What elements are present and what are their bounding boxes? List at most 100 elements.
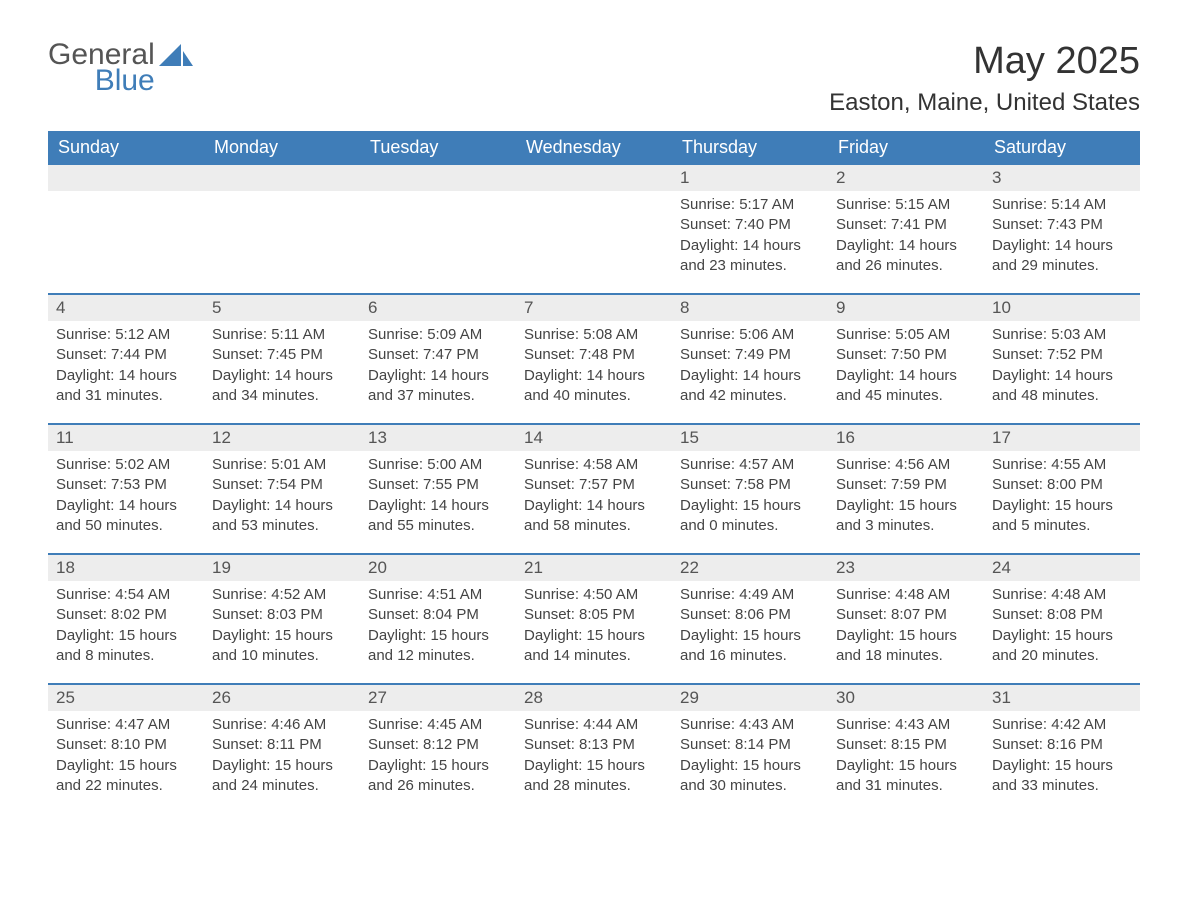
sunset-line: Sunset: 8:10 PM: [56, 735, 196, 755]
sunrise-line: Sunrise: 5:17 AM: [680, 195, 820, 215]
day-cell: 9Sunrise: 5:05 AMSunset: 7:50 PMDaylight…: [828, 295, 984, 423]
sunrise-line: Sunrise: 5:15 AM: [836, 195, 976, 215]
day-details: Sunrise: 4:55 AMSunset: 8:00 PMDaylight:…: [984, 451, 1140, 540]
sunrise-line: Sunrise: 4:57 AM: [680, 455, 820, 475]
daylight-line: Daylight: 15 hours and 28 minutes.: [524, 756, 664, 797]
day-cell: 26Sunrise: 4:46 AMSunset: 8:11 PMDayligh…: [204, 685, 360, 813]
sunset-line: Sunset: 7:52 PM: [992, 345, 1132, 365]
day-details: Sunrise: 5:01 AMSunset: 7:54 PMDaylight:…: [204, 451, 360, 540]
sunset-line: Sunset: 7:41 PM: [836, 215, 976, 235]
day-details: Sunrise: 5:05 AMSunset: 7:50 PMDaylight:…: [828, 321, 984, 410]
sunset-line: Sunset: 8:16 PM: [992, 735, 1132, 755]
day-cell: 21Sunrise: 4:50 AMSunset: 8:05 PMDayligh…: [516, 555, 672, 683]
sunrise-line: Sunrise: 5:06 AM: [680, 325, 820, 345]
weekday-header: Wednesday: [516, 131, 672, 165]
empty-day-cell: [204, 165, 360, 293]
sunrise-line: Sunrise: 4:45 AM: [368, 715, 508, 735]
day-details: Sunrise: 5:09 AMSunset: 7:47 PMDaylight:…: [360, 321, 516, 410]
day-number: 5: [204, 295, 360, 321]
sunrise-line: Sunrise: 4:54 AM: [56, 585, 196, 605]
sunrise-line: Sunrise: 4:56 AM: [836, 455, 976, 475]
day-cell: 19Sunrise: 4:52 AMSunset: 8:03 PMDayligh…: [204, 555, 360, 683]
day-number: 4: [48, 295, 204, 321]
day-number: 21: [516, 555, 672, 581]
sunset-line: Sunset: 8:14 PM: [680, 735, 820, 755]
daylight-line: Daylight: 15 hours and 31 minutes.: [836, 756, 976, 797]
sunset-line: Sunset: 7:58 PM: [680, 475, 820, 495]
day-cell: 8Sunrise: 5:06 AMSunset: 7:49 PMDaylight…: [672, 295, 828, 423]
sunrise-line: Sunrise: 4:50 AM: [524, 585, 664, 605]
day-number: 17: [984, 425, 1140, 451]
day-details: Sunrise: 5:14 AMSunset: 7:43 PMDaylight:…: [984, 191, 1140, 280]
day-cell: 10Sunrise: 5:03 AMSunset: 7:52 PMDayligh…: [984, 295, 1140, 423]
sunset-line: Sunset: 7:48 PM: [524, 345, 664, 365]
day-number: 2: [828, 165, 984, 191]
sunset-line: Sunset: 7:59 PM: [836, 475, 976, 495]
day-number: 14: [516, 425, 672, 451]
day-cell: 22Sunrise: 4:49 AMSunset: 8:06 PMDayligh…: [672, 555, 828, 683]
day-number: 11: [48, 425, 204, 451]
day-cell: 5Sunrise: 5:11 AMSunset: 7:45 PMDaylight…: [204, 295, 360, 423]
daylight-line: Daylight: 15 hours and 30 minutes.: [680, 756, 820, 797]
sunrise-line: Sunrise: 4:52 AM: [212, 585, 352, 605]
sunset-line: Sunset: 8:03 PM: [212, 605, 352, 625]
day-number: 25: [48, 685, 204, 711]
daylight-line: Daylight: 14 hours and 37 minutes.: [368, 366, 508, 407]
daylight-line: Daylight: 14 hours and 40 minutes.: [524, 366, 664, 407]
day-cell: 1Sunrise: 5:17 AMSunset: 7:40 PMDaylight…: [672, 165, 828, 293]
day-cell: 20Sunrise: 4:51 AMSunset: 8:04 PMDayligh…: [360, 555, 516, 683]
daylight-line: Daylight: 15 hours and 5 minutes.: [992, 496, 1132, 537]
daylight-line: Daylight: 14 hours and 55 minutes.: [368, 496, 508, 537]
day-number: 1: [672, 165, 828, 191]
daylight-line: Daylight: 14 hours and 58 minutes.: [524, 496, 664, 537]
weekday-header-row: SundayMondayTuesdayWednesdayThursdayFrid…: [48, 131, 1140, 165]
day-details: Sunrise: 4:47 AMSunset: 8:10 PMDaylight:…: [48, 711, 204, 800]
sunrise-line: Sunrise: 4:46 AM: [212, 715, 352, 735]
sunrise-line: Sunrise: 4:49 AM: [680, 585, 820, 605]
day-details: Sunrise: 5:02 AMSunset: 7:53 PMDaylight:…: [48, 451, 204, 540]
daylight-line: Daylight: 15 hours and 26 minutes.: [368, 756, 508, 797]
day-cell: 16Sunrise: 4:56 AMSunset: 7:59 PMDayligh…: [828, 425, 984, 553]
daylight-line: Daylight: 14 hours and 42 minutes.: [680, 366, 820, 407]
day-details: Sunrise: 4:44 AMSunset: 8:13 PMDaylight:…: [516, 711, 672, 800]
sunset-line: Sunset: 7:44 PM: [56, 345, 196, 365]
sunset-line: Sunset: 8:15 PM: [836, 735, 976, 755]
sunset-line: Sunset: 7:45 PM: [212, 345, 352, 365]
empty-day-cell: [360, 165, 516, 293]
day-cell: 15Sunrise: 4:57 AMSunset: 7:58 PMDayligh…: [672, 425, 828, 553]
sunset-line: Sunset: 7:47 PM: [368, 345, 508, 365]
day-cell: 28Sunrise: 4:44 AMSunset: 8:13 PMDayligh…: [516, 685, 672, 813]
day-details: Sunrise: 5:15 AMSunset: 7:41 PMDaylight:…: [828, 191, 984, 280]
sunset-line: Sunset: 8:11 PM: [212, 735, 352, 755]
title-block: May 2025 Easton, Maine, United States: [829, 40, 1140, 117]
day-number: 30: [828, 685, 984, 711]
day-number: 22: [672, 555, 828, 581]
day-details: Sunrise: 4:45 AMSunset: 8:12 PMDaylight:…: [360, 711, 516, 800]
daylight-line: Daylight: 15 hours and 8 minutes.: [56, 626, 196, 667]
daylight-line: Daylight: 14 hours and 53 minutes.: [212, 496, 352, 537]
day-cell: 7Sunrise: 5:08 AMSunset: 7:48 PMDaylight…: [516, 295, 672, 423]
day-cell: 17Sunrise: 4:55 AMSunset: 8:00 PMDayligh…: [984, 425, 1140, 553]
day-number: [204, 165, 360, 191]
daylight-line: Daylight: 14 hours and 34 minutes.: [212, 366, 352, 407]
sunrise-line: Sunrise: 5:14 AM: [992, 195, 1132, 215]
weekday-header: Sunday: [48, 131, 204, 165]
day-details: Sunrise: 4:42 AMSunset: 8:16 PMDaylight:…: [984, 711, 1140, 800]
day-details: Sunrise: 4:48 AMSunset: 8:08 PMDaylight:…: [984, 581, 1140, 670]
day-details: Sunrise: 5:17 AMSunset: 7:40 PMDaylight:…: [672, 191, 828, 280]
weeks-container: 1Sunrise: 5:17 AMSunset: 7:40 PMDaylight…: [48, 165, 1140, 813]
week-row: 1Sunrise: 5:17 AMSunset: 7:40 PMDaylight…: [48, 165, 1140, 293]
day-number: [48, 165, 204, 191]
sunrise-line: Sunrise: 4:51 AM: [368, 585, 508, 605]
day-details: Sunrise: 4:57 AMSunset: 7:58 PMDaylight:…: [672, 451, 828, 540]
day-details: Sunrise: 5:03 AMSunset: 7:52 PMDaylight:…: [984, 321, 1140, 410]
daylight-line: Daylight: 15 hours and 22 minutes.: [56, 756, 196, 797]
day-number: 28: [516, 685, 672, 711]
daylight-line: Daylight: 15 hours and 18 minutes.: [836, 626, 976, 667]
sunset-line: Sunset: 7:54 PM: [212, 475, 352, 495]
location: Easton, Maine, United States: [829, 89, 1140, 117]
weekday-header: Thursday: [672, 131, 828, 165]
day-details: Sunrise: 4:48 AMSunset: 8:07 PMDaylight:…: [828, 581, 984, 670]
daylight-line: Daylight: 15 hours and 10 minutes.: [212, 626, 352, 667]
sunrise-line: Sunrise: 4:43 AM: [836, 715, 976, 735]
